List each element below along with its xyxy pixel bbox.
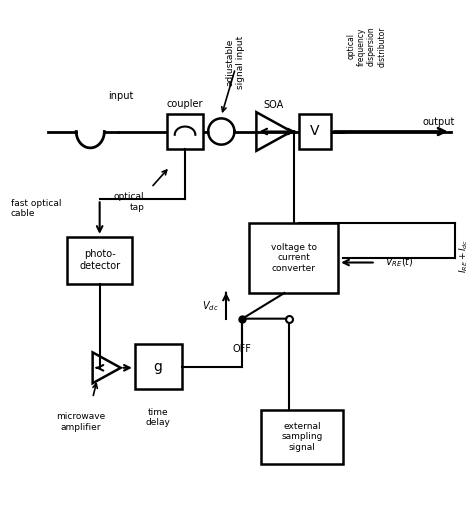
Text: external
sampling
signal: external sampling signal: [282, 422, 323, 452]
Text: coupler: coupler: [167, 99, 203, 109]
Text: voltage to
current
converter: voltage to current converter: [271, 243, 317, 273]
Text: optical
tap: optical tap: [113, 192, 144, 212]
Text: optical
frequency
dispersion
distributor: optical frequency dispersion distributor: [346, 26, 386, 67]
Text: $V_{dc}$: $V_{dc}$: [202, 299, 219, 313]
FancyBboxPatch shape: [261, 410, 343, 463]
FancyBboxPatch shape: [299, 114, 331, 149]
FancyBboxPatch shape: [67, 237, 132, 284]
Text: fast optical
cable: fast optical cable: [11, 199, 61, 218]
Text: microwave
amplifier: microwave amplifier: [56, 412, 106, 432]
Text: V: V: [310, 124, 319, 138]
Text: $V_{RE}(t)$: $V_{RE}(t)$: [385, 256, 414, 269]
Text: SOA: SOA: [264, 100, 284, 110]
Text: input: input: [108, 91, 133, 101]
Text: photo-
detector: photo- detector: [79, 249, 120, 271]
FancyBboxPatch shape: [167, 114, 202, 149]
Text: adjustable
signal input: adjustable signal input: [226, 36, 245, 89]
Text: time
delay: time delay: [146, 408, 171, 427]
Text: OFF: OFF: [233, 344, 252, 355]
FancyBboxPatch shape: [135, 344, 182, 389]
Text: g: g: [154, 360, 163, 374]
Circle shape: [210, 121, 232, 143]
FancyBboxPatch shape: [249, 223, 338, 293]
Text: output: output: [422, 117, 455, 127]
Text: $I_{RE}+I_{dc}$: $I_{RE}+I_{dc}$: [457, 238, 470, 273]
